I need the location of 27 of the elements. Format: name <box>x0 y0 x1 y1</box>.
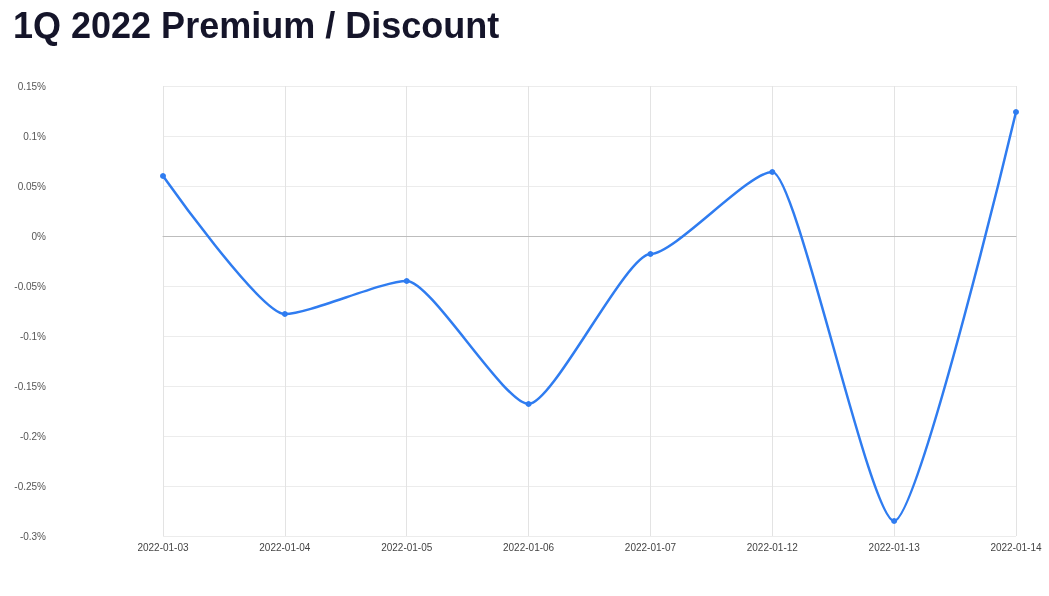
y-tick-label: 0.1% <box>23 130 47 142</box>
y-tick-label: -0.05% <box>14 280 47 292</box>
point <box>160 173 166 179</box>
y-tick-label: -0.15% <box>14 380 47 392</box>
y-tick-label: 0.05% <box>17 180 47 192</box>
y-tick-label: -0.2% <box>19 430 47 442</box>
x-tick-label: 2022-01-13 <box>868 541 921 553</box>
y-tick-label: -0.25% <box>14 480 47 492</box>
x-tick-label: 2022-01-04 <box>259 541 311 553</box>
y-tick-label: -0.1% <box>19 330 47 342</box>
point <box>525 401 532 407</box>
chart-title: 1Q 2022 Premium / Discount <box>13 4 500 46</box>
x-tick-label: 2022-01-05 <box>381 541 433 553</box>
x-tick-label: 2022-01-03 <box>137 541 190 553</box>
y-tick-label: -0.3% <box>19 530 47 542</box>
y-tick-label: 0% <box>31 230 47 242</box>
point <box>769 169 776 175</box>
point <box>647 251 654 257</box>
point <box>1013 109 1019 115</box>
x-tick-label: 2022-01-12 <box>746 541 799 553</box>
x-tick-label: 2022-01-06 <box>502 541 555 553</box>
x-tick-label: 2022-01-14 <box>990 541 1043 553</box>
x-tick-label: 2022-01-07 <box>624 541 677 553</box>
point <box>403 278 410 284</box>
y-tick-label: 0.15% <box>17 80 47 92</box>
point <box>891 518 898 524</box>
point <box>281 311 288 317</box>
